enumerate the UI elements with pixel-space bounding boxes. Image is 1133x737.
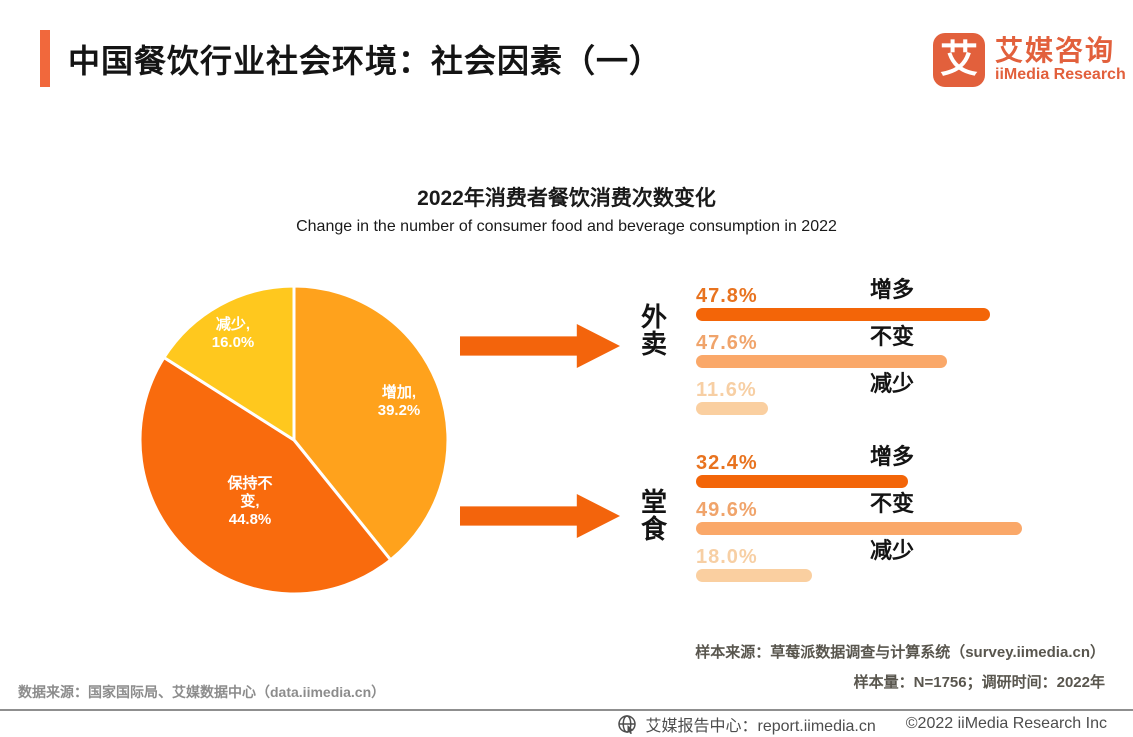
report-center-link: 艾媒报告中心：report.iimedia.cn: [645, 718, 876, 735]
pie-slice: [138, 355, 393, 596]
iimedia-logo-icon: 艾: [933, 33, 985, 87]
bar-group-label: 堂食: [640, 487, 667, 544]
bar: [696, 522, 1022, 535]
bar: [696, 402, 768, 415]
logo-name-en: iiMedia Research: [995, 66, 1126, 83]
chart-subtitle: Change in the number of consumer food an…: [296, 218, 837, 235]
bar: [696, 308, 990, 321]
bar-value-label: 32.4%: [696, 452, 758, 474]
pie-slice: [162, 284, 296, 442]
bar-category-label: 减少: [870, 371, 915, 396]
pie-slice: [292, 284, 450, 562]
globe-icon: [618, 715, 637, 734]
logo-text: 艾媒咨询 iiMedia Research: [995, 36, 1126, 84]
logo-name-cn: 艾媒咨询: [995, 35, 1116, 66]
bar-value-label: 47.8%: [696, 285, 758, 307]
pie-slice-label: 增加, 39.2%: [377, 384, 421, 419]
pie-svg: [138, 284, 450, 596]
title-accent-bar: [40, 30, 50, 87]
bar-category-label: 不变: [870, 491, 915, 516]
bar-value-label: 47.6%: [696, 332, 758, 354]
pie-chart: 增加, 39.2% 保持不 变, 44.8% 减少, 16.0%: [136, 282, 452, 598]
bar-category-label: 增多: [870, 444, 915, 469]
bar-group-label: 外卖: [640, 302, 667, 359]
footer-bar: 艾媒报告中心：report.iimedia.cn ©2022 iiMedia R…: [617, 712, 1107, 736]
arrow-right-icon: [460, 324, 620, 368]
pie-slice-label: 减少, 16.0%: [211, 316, 255, 351]
data-source-note: 数据来源：国家国际局、艾媒数据中心（data.iimedia.cn）: [18, 684, 386, 700]
bar: [696, 355, 947, 368]
bar-value-label: 11.6%: [696, 379, 757, 401]
chart-title: 2022年消费者餐饮消费次数变化: [417, 187, 716, 210]
bar-value-label: 49.6%: [696, 499, 758, 521]
sample-source-note: 样本来源：草莓派数据调查与计算系统（survey.iimedia.cn）: [695, 644, 1105, 661]
footer-divider: [0, 709, 1133, 711]
sample-size-note: 样本量：N=1756；调研时间：2022年: [853, 674, 1105, 691]
bar: [696, 475, 908, 488]
bar-category-label: 不变: [870, 324, 915, 349]
brand-logo: 艾 艾媒咨询 iiMedia Research: [933, 33, 1126, 87]
copyright-text: ©2022 iiMedia Research Inc: [905, 715, 1107, 732]
page-title: 中国餐饮行业社会环境：社会因素（一）: [68, 43, 663, 79]
bar: [696, 569, 812, 582]
bar-category-label: 减少: [870, 538, 915, 563]
arrow-right-icon: [460, 494, 620, 538]
bar-value-label: 18.0%: [696, 546, 758, 568]
bar-category-label: 增多: [870, 277, 915, 302]
pie-slice-label: 保持不 变, 44.8%: [227, 475, 273, 528]
